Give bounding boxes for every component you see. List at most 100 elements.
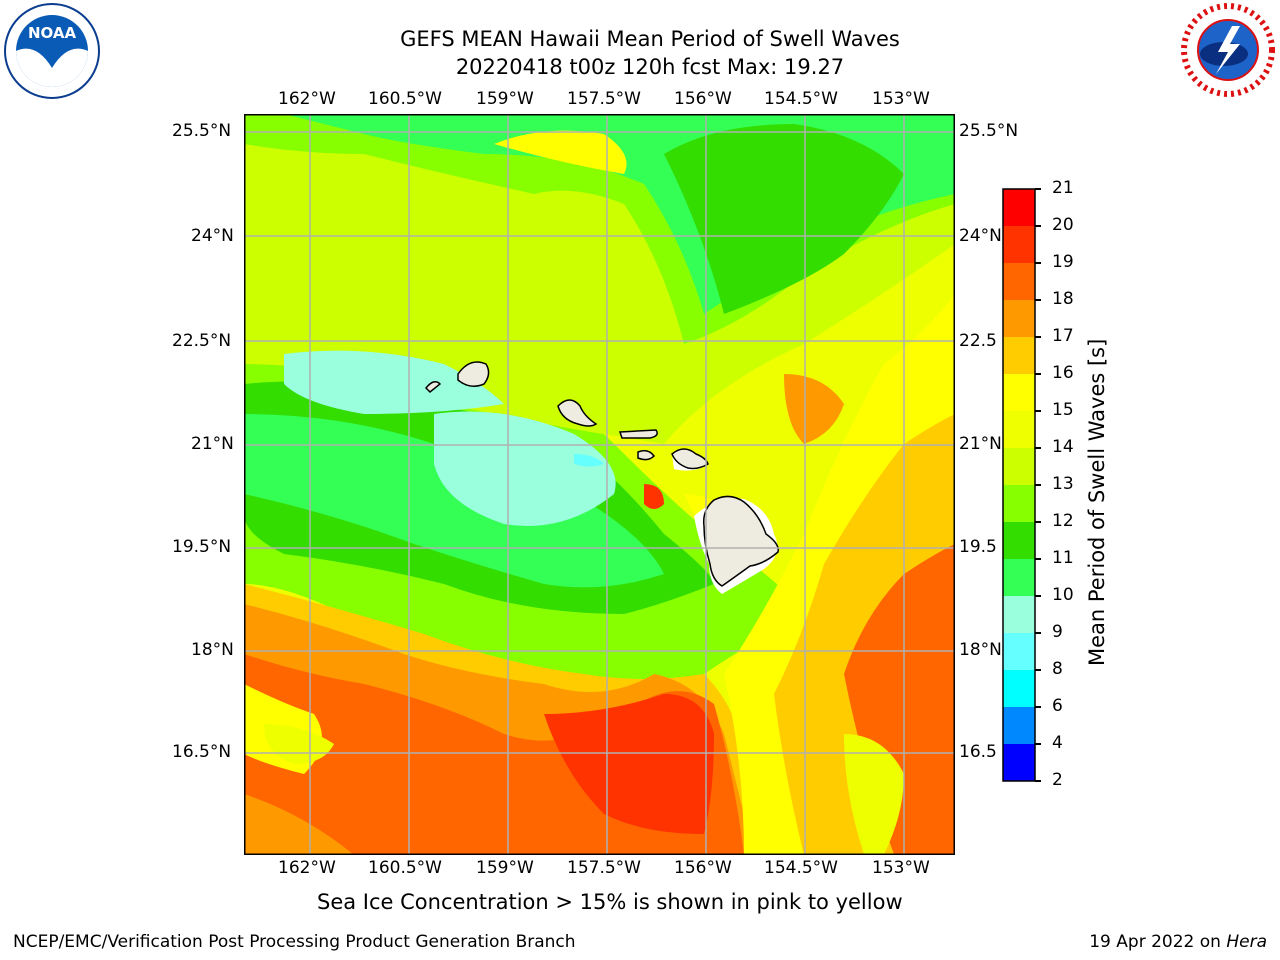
left-lat-label: 16.5°N bbox=[172, 742, 232, 762]
top-lon-label: 162°W bbox=[278, 89, 336, 109]
bottom-lon-label: 162°W bbox=[278, 858, 336, 878]
colorbar-tick bbox=[1035, 632, 1041, 634]
colorbar-tick-label: 14 bbox=[1052, 437, 1074, 457]
footer-date-text: 19 Apr 2022 on bbox=[1089, 932, 1227, 952]
colorbar-tick-label: 21 bbox=[1052, 178, 1074, 198]
colorbar-tick bbox=[1035, 225, 1041, 227]
colorbar-segment bbox=[1003, 263, 1035, 301]
left-lat-label: 19.5°N bbox=[172, 537, 232, 557]
noaa-logo-text: NOAA bbox=[28, 24, 77, 42]
top-lon-label: 154.5°W bbox=[764, 89, 838, 109]
colorbar-tick bbox=[1035, 262, 1041, 264]
bottom-lon-label: 154.5°W bbox=[764, 858, 838, 878]
top-lon-label: 156°W bbox=[674, 89, 732, 109]
colorbar-tick bbox=[1035, 447, 1041, 449]
colorbar-tick bbox=[1035, 595, 1041, 597]
right-lat-label: 25.5°N bbox=[959, 121, 1019, 141]
swell-period-map bbox=[244, 114, 955, 855]
colorbar-tick bbox=[1035, 521, 1041, 523]
colorbar-tick bbox=[1035, 558, 1041, 560]
right-lat-label: 22.5 bbox=[959, 331, 997, 351]
colorbar-tick-label: 8 bbox=[1052, 659, 1063, 679]
right-lat-label: 16.5 bbox=[959, 742, 997, 762]
colorbar-tick-label: 18 bbox=[1052, 289, 1074, 309]
colorbar-tick bbox=[1035, 780, 1041, 782]
colorbar-tick bbox=[1035, 743, 1041, 745]
bottom-lon-label: 157.5°W bbox=[567, 858, 641, 878]
top-lon-label: 160.5°W bbox=[368, 89, 442, 109]
top-lon-label: 159°W bbox=[476, 89, 534, 109]
colorbar-segment bbox=[1003, 633, 1035, 671]
colorbar-tick bbox=[1035, 669, 1041, 671]
colorbar-tick bbox=[1035, 299, 1041, 301]
colorbar-tick bbox=[1035, 706, 1041, 708]
bottom-lon-label: 153°W bbox=[872, 858, 930, 878]
left-lat-label: 25.5°N bbox=[172, 121, 232, 141]
title-line-2: 20220418 t00z 120h fcst Max: 19.27 bbox=[455, 55, 845, 79]
colorbar-tick bbox=[1035, 484, 1041, 486]
colorbar-tick-label: 12 bbox=[1052, 511, 1074, 531]
bottom-lon-label: 159°W bbox=[476, 858, 534, 878]
colorbar-tick bbox=[1035, 188, 1041, 190]
colorbar-tick-label: 20 bbox=[1052, 215, 1074, 235]
colorbar-tick bbox=[1035, 336, 1041, 338]
colorbar-segment bbox=[1003, 411, 1035, 449]
colorbar-label: Mean Period of Swell Waves [s] bbox=[1085, 338, 1109, 666]
colorbar-segment bbox=[1003, 485, 1035, 523]
colorbar-segment bbox=[1003, 670, 1035, 708]
colorbar-segment bbox=[1003, 559, 1035, 597]
footer-branch: NCEP/EMC/Verification Post Processing Pr… bbox=[13, 932, 576, 952]
colorbar-segment bbox=[1003, 226, 1035, 264]
colorbar-tick-label: 9 bbox=[1052, 622, 1063, 642]
colorbar-segment bbox=[1003, 707, 1035, 745]
colorbar-tick-label: 11 bbox=[1052, 548, 1074, 568]
footer-machine: Hera bbox=[1226, 932, 1267, 952]
colorbar-segment bbox=[1003, 337, 1035, 375]
island-lanai bbox=[637, 449, 655, 461]
island-maui bbox=[671, 448, 709, 470]
colorbar-segment bbox=[1003, 596, 1035, 634]
island-niihau bbox=[424, 381, 442, 394]
colorbar-tick-label: 16 bbox=[1052, 363, 1074, 383]
map-frame bbox=[244, 114, 955, 855]
colorbar-tick-label: 6 bbox=[1052, 696, 1063, 716]
graticule bbox=[244, 114, 955, 855]
bottom-lon-label: 160.5°W bbox=[368, 858, 442, 878]
top-lon-label: 153°W bbox=[872, 89, 930, 109]
footer-date: 19 Apr 2022 on Hera bbox=[1089, 932, 1267, 952]
colorbar-tick-label: 13 bbox=[1052, 474, 1074, 494]
colorbar-tick-label: 19 bbox=[1052, 252, 1074, 272]
top-lon-label: 157.5°W bbox=[567, 89, 641, 109]
left-lat-label: 22.5°N bbox=[172, 331, 232, 351]
colorbar-tick-label: 2 bbox=[1052, 770, 1063, 790]
right-lat-label: 18°N bbox=[959, 640, 1002, 660]
left-lat-label: 24°N bbox=[191, 226, 234, 246]
nws-logo bbox=[1178, 2, 1278, 98]
colorbar-segment bbox=[1003, 522, 1035, 560]
bottom-lon-label: 156°W bbox=[674, 858, 732, 878]
colorbar-tick-label: 4 bbox=[1052, 733, 1063, 753]
colorbar-segment bbox=[1003, 744, 1035, 782]
colorbar-tick bbox=[1035, 373, 1041, 375]
island-hawaii bbox=[702, 495, 779, 587]
right-lat-label: 24°N bbox=[959, 226, 1002, 246]
colorbar-segment bbox=[1003, 300, 1035, 338]
island-molokai bbox=[618, 429, 658, 439]
colorbar-tick-label: 10 bbox=[1052, 585, 1074, 605]
left-lat-label: 21°N bbox=[191, 434, 234, 454]
island-oahu bbox=[557, 399, 598, 427]
colorbar-tick-label: 17 bbox=[1052, 326, 1074, 346]
colorbar-tick bbox=[1035, 410, 1041, 412]
islands bbox=[424, 361, 779, 587]
title-line-1: GEFS MEAN Hawaii Mean Period of Swell Wa… bbox=[400, 27, 900, 51]
colorbar-tick-label: 15 bbox=[1052, 400, 1074, 420]
colorbar-segment bbox=[1003, 189, 1035, 227]
island-kauai bbox=[457, 361, 490, 387]
left-lat-label: 18°N bbox=[191, 640, 234, 660]
right-lat-label: 19.5 bbox=[959, 537, 997, 557]
sea-ice-note: Sea Ice Concentration > 15% is shown in … bbox=[317, 890, 903, 914]
colorbar-segment bbox=[1003, 448, 1035, 486]
colorbar bbox=[1002, 188, 1036, 782]
colorbar-segment bbox=[1003, 374, 1035, 412]
right-lat-label: 21°N bbox=[959, 434, 1002, 454]
